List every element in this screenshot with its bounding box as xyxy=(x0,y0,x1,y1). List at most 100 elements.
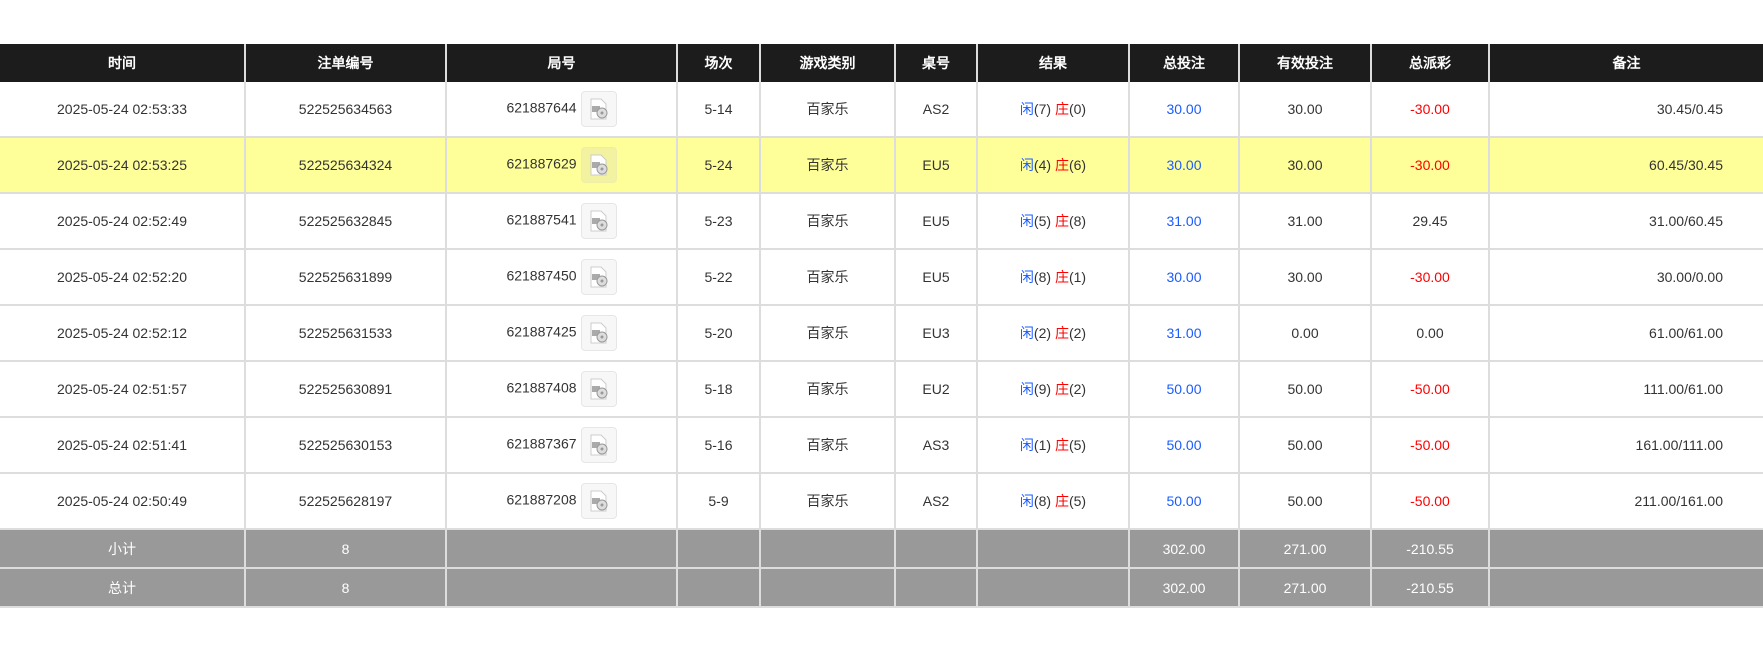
column-header-note: 备注 xyxy=(1488,44,1763,82)
table-row[interactable]: 2025-05-24 02:51:41 522525630153 6218873… xyxy=(0,417,1763,474)
bet-number: 522525634324 xyxy=(244,137,446,194)
player-label: 闲 xyxy=(1019,213,1034,229)
round-cell: 621887450 xyxy=(445,249,677,306)
banker-score: (5) xyxy=(1068,493,1087,509)
column-header-table-no: 桌号 xyxy=(894,44,977,82)
banker-score: (8) xyxy=(1068,213,1087,229)
banker-label: 庄 xyxy=(1054,437,1069,453)
video-replay-icon[interactable] xyxy=(580,91,617,127)
bet-records-table: 时间 注单编号 局号 场次 游戏类别 桌号 结果 总投注 有效投注 总派彩 备注 2025-05-2… xyxy=(0,44,1763,608)
round-cell: 621887208 xyxy=(445,473,677,530)
round-number: 621887450 xyxy=(506,267,577,284)
video-replay-icon[interactable] xyxy=(580,315,617,351)
valid-bet: 50.00 xyxy=(1238,473,1371,530)
valid-bet: 30.00 xyxy=(1238,82,1371,138)
bet-number: 522525634563 xyxy=(244,82,446,138)
note: 211.00/161.00 xyxy=(1488,473,1763,530)
summary-count: 8 xyxy=(244,529,446,569)
game-type: 百家乐 xyxy=(759,82,895,138)
column-header-bet-no: 注单编号 xyxy=(244,44,446,82)
note: 60.45/30.45 xyxy=(1488,137,1763,194)
summary-total-bet: 302.00 xyxy=(1128,529,1239,569)
summary-count: 8 xyxy=(244,568,446,608)
payout: -50.00 xyxy=(1370,361,1489,418)
round-cell: 621887629 xyxy=(445,137,677,194)
player-score: (8) xyxy=(1033,269,1052,285)
banker-label: 庄 xyxy=(1054,213,1069,229)
bet-time: 2025-05-24 02:53:33 xyxy=(0,82,245,138)
round-cell: 621887425 xyxy=(445,305,677,362)
valid-bet: 30.00 xyxy=(1238,249,1371,306)
bet-number: 522525631533 xyxy=(244,305,446,362)
player-score: (4) xyxy=(1033,157,1052,173)
video-replay-icon[interactable] xyxy=(580,371,617,407)
session: 5-22 xyxy=(676,249,760,306)
video-replay-icon[interactable] xyxy=(580,203,617,239)
table-row[interactable]: 2025-05-24 02:53:25 522525634324 6218876… xyxy=(0,137,1763,194)
empty-cell xyxy=(445,529,677,569)
note: 111.00/61.00 xyxy=(1488,361,1763,418)
table-row[interactable]: 2025-05-24 02:52:49 522525632845 6218875… xyxy=(0,193,1763,250)
empty-cell xyxy=(976,529,1129,569)
note: 31.00/60.45 xyxy=(1488,193,1763,250)
valid-bet: 31.00 xyxy=(1238,193,1371,250)
note: 30.45/0.45 xyxy=(1488,82,1763,138)
player-score: (1) xyxy=(1033,437,1052,453)
table-number: AS2 xyxy=(894,82,977,138)
table-number: EU5 xyxy=(894,193,977,250)
table-number: EU5 xyxy=(894,249,977,306)
summary-payout: -210.55 xyxy=(1370,529,1489,569)
bet-time: 2025-05-24 02:53:25 xyxy=(0,137,245,194)
video-replay-icon[interactable] xyxy=(580,483,617,519)
round-cell: 621887644 xyxy=(445,82,677,138)
player-score: (8) xyxy=(1033,493,1052,509)
table-row[interactable]: 2025-05-24 02:52:12 522525631533 6218874… xyxy=(0,305,1763,362)
table-number: EU5 xyxy=(894,137,977,194)
session: 5-14 xyxy=(676,82,760,138)
summary-label: 小计 xyxy=(0,529,245,569)
column-header-result: 结果 xyxy=(976,44,1129,82)
result: 闲(4) 庄(6) xyxy=(976,137,1129,194)
round-number: 621887425 xyxy=(506,323,577,340)
table-number: AS2 xyxy=(894,473,977,530)
video-replay-icon[interactable] xyxy=(580,147,617,183)
video-replay-icon[interactable] xyxy=(580,427,617,463)
player-label: 闲 xyxy=(1019,101,1034,117)
round-cell: 621887541 xyxy=(445,193,677,250)
summary-valid-bet: 271.00 xyxy=(1238,568,1371,608)
summary-row: 小计 8 302.00 271.00 -210.55 xyxy=(0,529,1763,569)
valid-bet: 0.00 xyxy=(1238,305,1371,362)
column-header-session: 场次 xyxy=(676,44,760,82)
empty-cell xyxy=(759,529,895,569)
total-bet: 31.00 xyxy=(1128,305,1239,362)
empty-cell xyxy=(894,529,977,569)
total-bet: 30.00 xyxy=(1128,137,1239,194)
player-score: (7) xyxy=(1033,101,1052,117)
table-row[interactable]: 2025-05-24 02:51:57 522525630891 6218874… xyxy=(0,361,1763,418)
bet-number: 522525628197 xyxy=(244,473,446,530)
table-header: 时间 注单编号 局号 场次 游戏类别 桌号 结果 总投注 有效投注 总派彩 备注 xyxy=(0,44,1763,82)
column-header-time: 时间 xyxy=(0,44,245,82)
table-row[interactable]: 2025-05-24 02:52:20 522525631899 6218874… xyxy=(0,249,1763,306)
banker-score: (1) xyxy=(1068,269,1087,285)
payout: -30.00 xyxy=(1370,137,1489,194)
game-type: 百家乐 xyxy=(759,305,895,362)
round-number: 621887629 xyxy=(506,155,577,172)
round-number: 621887367 xyxy=(506,435,577,452)
total-bet: 30.00 xyxy=(1128,82,1239,138)
round-cell: 621887408 xyxy=(445,361,677,418)
bet-number: 522525632845 xyxy=(244,193,446,250)
table-row[interactable]: 2025-05-24 02:53:33 522525634563 6218876… xyxy=(0,82,1763,138)
table-number: EU2 xyxy=(894,361,977,418)
payout: 0.00 xyxy=(1370,305,1489,362)
banker-score: (2) xyxy=(1068,381,1087,397)
banker-label: 庄 xyxy=(1054,157,1069,173)
total-bet: 50.00 xyxy=(1128,417,1239,474)
session: 5-20 xyxy=(676,305,760,362)
table-row[interactable]: 2025-05-24 02:50:49 522525628197 6218872… xyxy=(0,473,1763,530)
banker-label: 庄 xyxy=(1054,381,1069,397)
video-replay-icon[interactable] xyxy=(580,259,617,295)
summary-valid-bet: 271.00 xyxy=(1238,529,1371,569)
empty-cell xyxy=(676,529,760,569)
bet-number: 522525630891 xyxy=(244,361,446,418)
